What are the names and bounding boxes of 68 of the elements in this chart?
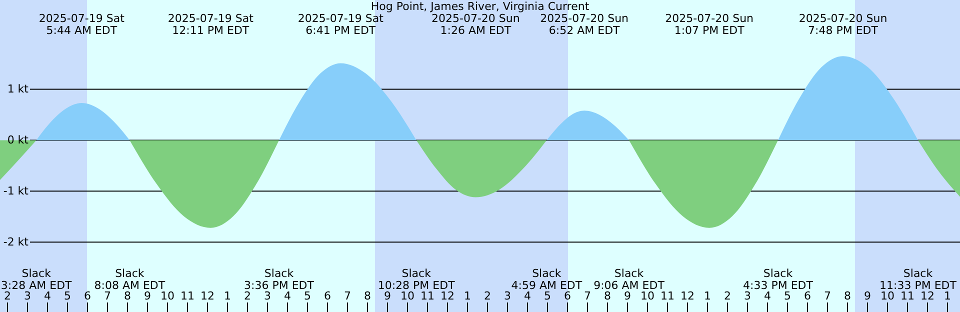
x-tick-label: 12 (920, 290, 934, 302)
x-tick-label: 1 (704, 290, 711, 302)
x-tick-label: 10 (880, 290, 894, 302)
x-tick-label: 1 (224, 290, 231, 302)
x-tick-label: 12 (680, 290, 694, 302)
annotation: Slack 3:36 PM EDT (244, 267, 314, 292)
x-tick-label: 12 (200, 290, 214, 302)
x-tick-label: 4 (524, 290, 531, 302)
annotation: Slack 8:08 AM EDT (94, 267, 166, 292)
x-tick-label: 7 (104, 290, 111, 302)
annotation: 2025-07-20 Sun 1:26 AM EDT (431, 12, 520, 37)
annotation: Slack 11:33 PM EDT (880, 267, 957, 292)
annotation: 2025-07-19 Sat 5:44 AM EDT (38, 12, 126, 37)
y-tick-label: 0 kt (7, 134, 30, 147)
x-tick-label: 11 (660, 290, 674, 302)
x-tick-label: 3 (744, 290, 751, 302)
annotation: 2025-07-19 Sat 12:11 PM EDT (168, 12, 254, 37)
x-tick-label: 6 (564, 290, 571, 302)
x-tick-label: 2 (244, 290, 251, 302)
x-tick-label: 6 (324, 290, 331, 302)
x-tick-label: 5 (784, 290, 791, 302)
annotation: Slack 4:33 PM EDT (743, 267, 814, 292)
x-tick-label: 5 (544, 290, 551, 302)
x-tick-label: 5 (304, 290, 311, 302)
annotation: 2025-07-20 Sun 7:48 PM EDT (798, 12, 888, 37)
x-tick-label: 10 (640, 290, 654, 302)
x-tick-label: 4 (284, 290, 291, 302)
chart-title: Hog Point, James River, Virginia Current (370, 0, 590, 13)
y-tick-label: -2 kt (3, 236, 30, 249)
x-tick-label: 7 (824, 290, 831, 302)
x-tick-label: 10 (400, 290, 414, 302)
x-tick-label: 9 (624, 290, 631, 302)
annotation: 2025-07-20 Sun 6:52 AM EDT (540, 12, 629, 37)
x-tick-label: 2 (484, 290, 491, 302)
annotation: 2025-07-19 Sat 6:41 PM EDT (298, 12, 384, 37)
x-tick-label: 1 (464, 290, 471, 302)
x-tick-label: 4 (764, 290, 771, 302)
x-tick-label: 8 (604, 290, 611, 302)
x-tick-label: 6 (804, 290, 811, 302)
x-tick-label: 6 (84, 290, 91, 302)
y-tick-label: -1 kt (3, 184, 30, 198)
x-tick-label: 3 (24, 290, 31, 302)
x-tick-label: 8 (844, 290, 851, 302)
x-tick-label: 11 (420, 290, 434, 302)
x-tick-label: 4 (44, 290, 51, 302)
x-tick-label: 11 (900, 290, 914, 302)
y-tick-label: 1 kt (7, 82, 30, 96)
annotation: 2025-07-20 Sun 1:07 PM EDT (665, 12, 754, 37)
annotation: Slack 3:28 AM EDT (0, 267, 72, 292)
x-tick-label: 2 (724, 290, 731, 302)
x-tick-label: 12 (440, 290, 454, 302)
x-tick-label: 7 (344, 290, 351, 302)
x-tick-label: 3 (504, 290, 511, 302)
x-tick-label: 8 (364, 290, 371, 302)
x-tick-label: 3 (264, 290, 271, 302)
x-tick-label: 9 (144, 290, 151, 302)
x-tick-label: 10 (160, 290, 174, 302)
x-tick-label: 9 (864, 290, 871, 302)
x-tick-label: 7 (584, 290, 591, 302)
x-tick-label: 1 (944, 290, 951, 302)
x-tick-label: 9 (384, 290, 391, 302)
x-tick-label: 8 (124, 290, 131, 302)
annotation: Slack 10:28 PM EDT (378, 267, 456, 292)
x-tick-label: 2 (4, 290, 11, 302)
annotation: Slack 9:06 AM EDT (594, 267, 665, 292)
x-tick-label: 11 (180, 290, 194, 302)
x-tick-label: 5 (64, 290, 71, 302)
annotation: Slack 4:59 AM EDT (511, 267, 582, 292)
